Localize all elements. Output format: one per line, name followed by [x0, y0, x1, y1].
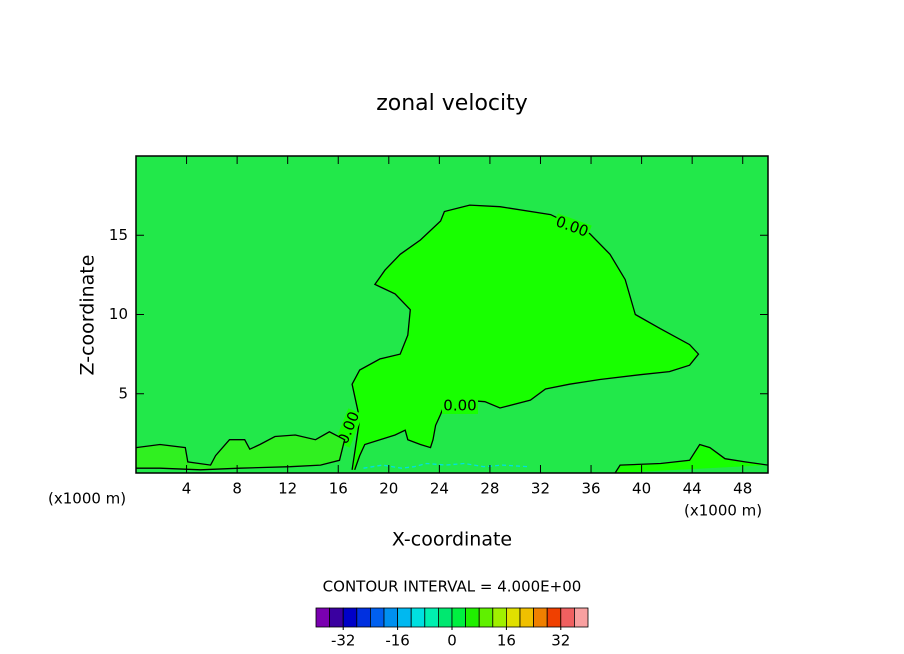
x-tick-label: 4 — [182, 480, 192, 498]
x-tick-label: 8 — [232, 480, 242, 498]
x-tick-label: 28 — [480, 480, 499, 498]
x-tick-label: 32 — [531, 480, 550, 498]
x-tick-label: 48 — [733, 480, 752, 498]
colorbar-box — [329, 607, 344, 628]
label-bg — [552, 213, 592, 241]
label-bg — [442, 398, 478, 414]
contour-line — [136, 431, 346, 471]
colorbar-box — [546, 607, 562, 628]
x-axis-label: X-coordinate — [392, 529, 512, 551]
colorbar-tick-label: 32 — [551, 632, 570, 650]
colorbar-box — [505, 607, 521, 628]
contour-line — [363, 462, 528, 469]
colorbar-box — [383, 607, 399, 628]
contour-fill — [615, 444, 768, 473]
x-unit: (x1000 m) — [684, 502, 762, 520]
colorbar-tick-label: 16 — [497, 632, 516, 650]
colorbar-tick-label: -16 — [385, 632, 410, 650]
x-tick-label: 44 — [683, 480, 702, 498]
y-tick-label: 15 — [109, 226, 128, 244]
x-tick-label: 36 — [581, 480, 600, 498]
contour-line — [351, 204, 700, 471]
y-tick-label: 10 — [109, 305, 128, 323]
contour-fill — [352, 205, 699, 470]
colorbar-box — [560, 607, 575, 628]
contour-fill — [136, 431, 345, 470]
x-tick-label: 16 — [329, 480, 348, 498]
colorbar-box — [519, 607, 535, 628]
colorbar-box — [424, 607, 439, 628]
colorbar-tick-label: -32 — [331, 632, 356, 650]
colorbar-box — [574, 607, 589, 628]
contour-line — [614, 443, 768, 473]
colorbar-box — [397, 607, 412, 628]
colorbar-box — [356, 607, 371, 628]
contours: 0.000.000.00 — [136, 204, 768, 473]
colorbar-box — [533, 607, 548, 628]
y-tick-label: 5 — [118, 384, 128, 402]
colorbar-box — [315, 607, 331, 628]
colorbar-box — [478, 607, 494, 628]
x-tick-label: 12 — [278, 480, 297, 498]
colorbar-box — [492, 607, 507, 628]
colorbar-title: CONTOUR INTERVAL = 4.000E+00 — [323, 578, 582, 596]
colorbar-tick-label: 0 — [447, 632, 457, 650]
colorbar-box — [465, 607, 480, 628]
chart-title: zonal velocity — [376, 91, 528, 116]
colorbar-box — [342, 607, 358, 628]
x-tick-label: 24 — [430, 480, 449, 498]
colorbar-box — [451, 607, 467, 628]
y-unit: (x1000 m) — [48, 490, 126, 508]
colorbar-box — [410, 607, 426, 628]
y-axis-label: Z-coordinate — [77, 255, 99, 376]
x-tick-label: 40 — [632, 480, 651, 498]
colorbar-box — [437, 607, 453, 628]
x-tick-label: 20 — [379, 480, 398, 498]
contour-label: 0.00 — [443, 397, 476, 415]
colorbar-box — [369, 607, 385, 628]
